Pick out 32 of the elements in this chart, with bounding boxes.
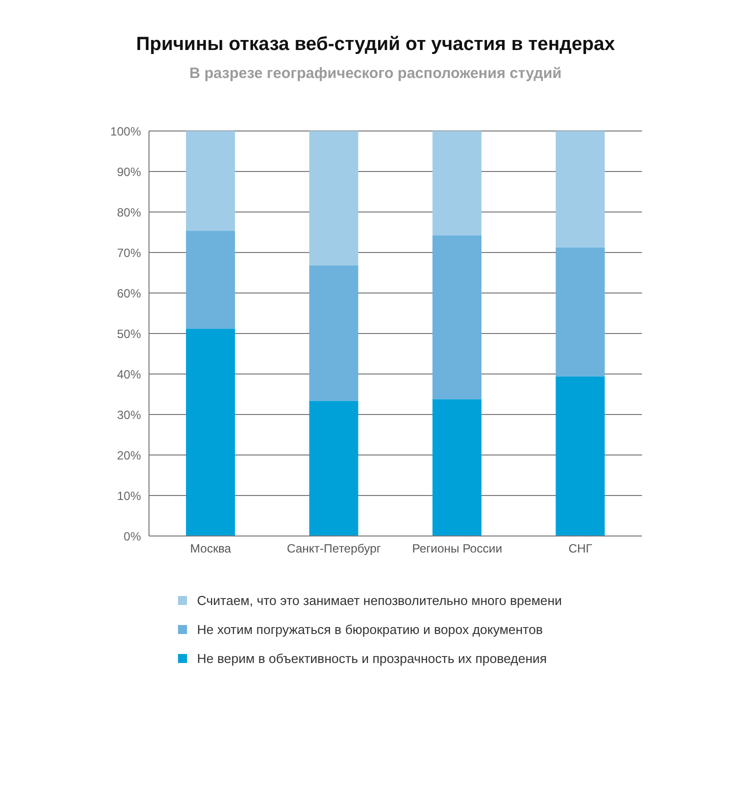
legend-label: Не хотим погружаться в бюрократию и ворох документов <box>197 622 543 636</box>
y-tick-label: 0% <box>124 529 142 544</box>
bar <box>556 376 605 536</box>
y-tick-label: 10% <box>116 488 142 503</box>
y-tick-label: 50% <box>116 326 142 341</box>
bar <box>432 235 482 400</box>
y-tick-label: 70% <box>116 246 142 260</box>
x-tick-label: СНГ <box>568 542 593 556</box>
bar <box>432 131 482 236</box>
bar <box>556 247 605 376</box>
bar <box>186 328 235 536</box>
bar <box>556 131 605 248</box>
legend-label: Считаем, что это занимает непозволительно много времени <box>197 592 562 608</box>
chart-title: Причины отказа веб-студий от участия в тендерах <box>135 34 616 56</box>
legend-label: Не верим в объективность и прозрачность их проведения <box>197 650 547 666</box>
y-tick-label: 80% <box>116 205 142 220</box>
y-tick-label: 20% <box>116 448 142 462</box>
bar <box>432 399 482 536</box>
bar <box>309 131 358 266</box>
x-tick-label: Москва <box>190 542 232 556</box>
bar <box>309 400 358 536</box>
bar <box>186 131 235 231</box>
y-tick-label: 30% <box>116 408 142 422</box>
bar <box>186 230 235 329</box>
y-tick-label: 40% <box>116 367 142 382</box>
y-tick-label: 60% <box>116 286 142 300</box>
y-tick-label: 90% <box>116 164 142 179</box>
x-tick-label: Санкт-Петербург <box>286 542 382 556</box>
bar <box>309 265 358 401</box>
x-tick-label: Регионы России <box>412 542 502 556</box>
y-tick-label: 100% <box>110 124 142 138</box>
chart-subtitle: В разрезе географического расположения студий <box>188 65 563 82</box>
